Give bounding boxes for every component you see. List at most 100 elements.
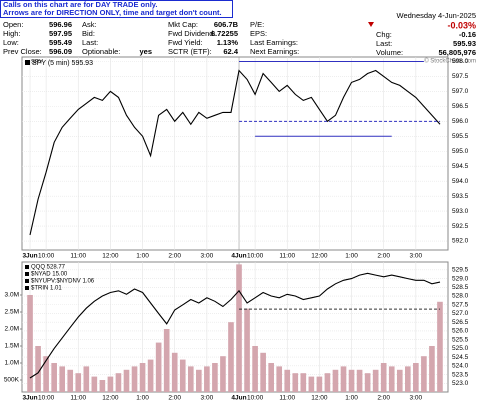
legend-label: $NYAD 15.00 bbox=[31, 272, 68, 278]
volume-bar bbox=[204, 366, 210, 392]
stat-label: EPS: bbox=[250, 29, 267, 38]
y-tick-label: 595.0 bbox=[452, 148, 469, 155]
down-arrow bbox=[368, 22, 374, 27]
legend-label: $TRIN 1.01 bbox=[31, 286, 62, 292]
quote-label: Last: bbox=[376, 39, 392, 48]
volume-bar bbox=[212, 362, 218, 392]
volume-bar bbox=[51, 362, 57, 392]
watermark: © StockCharts.com bbox=[424, 58, 476, 65]
x-tick-label: 3:00 bbox=[201, 253, 214, 260]
volume-bar bbox=[236, 264, 242, 392]
y-tick-label: 592.0 bbox=[452, 238, 469, 245]
y-tick-label: 523.5 bbox=[452, 371, 469, 378]
y-tick-label: 594.0 bbox=[452, 178, 469, 185]
y-tick-label: 596.5 bbox=[452, 103, 469, 110]
volume-bar bbox=[179, 359, 186, 392]
x-tick-label: 11:00 bbox=[279, 395, 295, 402]
stat-label: Fwd Yield: bbox=[168, 38, 203, 47]
stat-label: Ask: bbox=[82, 20, 97, 29]
volume-bar bbox=[139, 362, 146, 392]
y-tick-label: 524.0 bbox=[452, 363, 469, 370]
y-tick-label: 592.5 bbox=[452, 223, 469, 230]
volume-bar bbox=[147, 359, 154, 392]
x-tick-label: 2:00 bbox=[168, 253, 181, 260]
stat-label: Last Earnings: bbox=[250, 38, 298, 47]
volume-bar bbox=[115, 373, 122, 392]
volume-bar bbox=[364, 373, 371, 392]
stat-label: Prev Close: bbox=[3, 47, 42, 56]
y-tick-label: 529.5 bbox=[452, 267, 469, 274]
volume-bar bbox=[35, 345, 41, 392]
volume-bar bbox=[131, 366, 138, 392]
volume-bar bbox=[99, 379, 106, 392]
x-tick-label: 2:00 bbox=[168, 395, 181, 402]
legend-swatch bbox=[25, 279, 29, 283]
x-tick-label: 3Jun bbox=[22, 253, 37, 260]
volume-bar bbox=[171, 352, 178, 392]
y-tick-label: 500K bbox=[4, 377, 20, 384]
quote-label: Volume: bbox=[376, 48, 403, 57]
volume-bar bbox=[163, 328, 170, 392]
stat-value: 1.13% bbox=[217, 38, 239, 47]
x-tick-label: 10:00 bbox=[247, 253, 264, 260]
volume-bar bbox=[67, 369, 74, 392]
quote-value: 56,805,976 bbox=[438, 48, 476, 57]
volume-bar bbox=[244, 308, 250, 392]
x-tick-label: 11:00 bbox=[70, 395, 86, 402]
y-tick-label: 593.0 bbox=[452, 208, 469, 215]
x-tick-label: 2:00 bbox=[377, 253, 390, 260]
notice-line: Arrows are for DIRECTION ONLY, time and … bbox=[3, 8, 222, 17]
x-tick-label: 1:00 bbox=[136, 395, 149, 402]
stat-label: Mkt Cap: bbox=[168, 20, 198, 29]
stat-value: 595.49 bbox=[49, 38, 72, 47]
volume-bar bbox=[91, 376, 98, 392]
stat-value: 596.09 bbox=[49, 47, 72, 56]
price-panel bbox=[21, 56, 449, 251]
y-tick-label: 1.0M bbox=[5, 360, 19, 367]
stat-value: 596.96 bbox=[49, 20, 72, 29]
legend-swatch bbox=[25, 60, 29, 64]
x-tick-label: 12:00 bbox=[102, 395, 119, 402]
y-tick-label: 527.0 bbox=[452, 310, 469, 317]
volume-bar bbox=[268, 362, 274, 392]
volume-bar bbox=[75, 373, 82, 392]
volume-bar bbox=[59, 366, 66, 392]
stat-value: 62.4 bbox=[223, 47, 238, 56]
y-tick-label: 598.0 bbox=[452, 58, 469, 65]
legend-swatch bbox=[25, 286, 29, 290]
x-tick-label: 4Jun bbox=[231, 253, 246, 260]
y-tick-label: 595.5 bbox=[452, 133, 469, 140]
quote-value: 595.93 bbox=[453, 39, 476, 48]
volume-bar bbox=[107, 376, 114, 392]
stat-label: Optionable: bbox=[82, 47, 120, 56]
date: Wednesday 4-Jun-2025 bbox=[397, 11, 477, 20]
legend-swatch bbox=[25, 272, 29, 276]
volume-bar bbox=[292, 373, 299, 392]
y-tick-label: 524.5 bbox=[452, 354, 469, 361]
chart-title: SPY (5 min) 595.93 bbox=[32, 60, 93, 67]
y-tick-label: 528.0 bbox=[452, 293, 469, 300]
x-tick-label: 10:00 bbox=[247, 395, 264, 402]
x-tick-label: 12:00 bbox=[311, 395, 328, 402]
volume-bar bbox=[388, 366, 395, 392]
x-tick-label: 1:00 bbox=[345, 395, 358, 402]
stat-label: Last: bbox=[82, 38, 98, 47]
x-tick-label: 12:00 bbox=[102, 253, 119, 260]
volume-bar bbox=[404, 366, 411, 392]
x-tick-label: 10:00 bbox=[38, 395, 55, 402]
y-tick-label: 526.0 bbox=[452, 328, 469, 335]
volume-bar bbox=[372, 369, 379, 392]
stat-label: Low: bbox=[3, 38, 19, 47]
x-tick-label: 11:00 bbox=[279, 253, 295, 260]
volume-bar bbox=[324, 373, 331, 392]
volume-bar bbox=[260, 352, 266, 392]
x-tick-label: 3:00 bbox=[410, 253, 423, 260]
volume-bar bbox=[413, 362, 419, 392]
legend-swatch bbox=[25, 265, 29, 269]
volume-bar bbox=[356, 369, 363, 392]
y-tick-label: 597.0 bbox=[452, 88, 469, 95]
stat-value: 597.95 bbox=[49, 29, 72, 38]
volume-bar bbox=[300, 373, 307, 392]
y-tick-label: 525.0 bbox=[452, 345, 469, 352]
notice-line: Calls on this chart are for DAY TRADE on… bbox=[3, 0, 157, 9]
